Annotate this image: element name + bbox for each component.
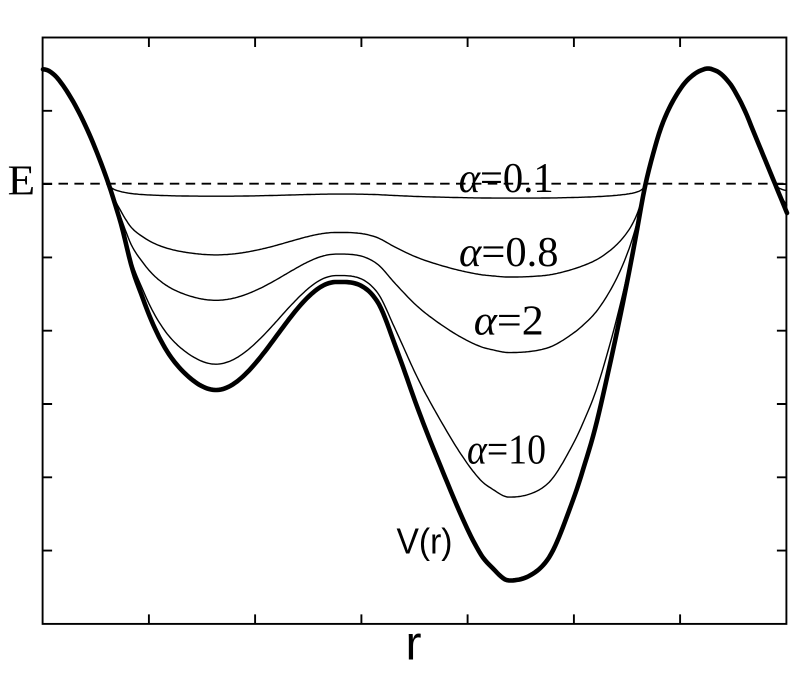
svg-text:α=0.1: α=0.1 (459, 156, 554, 202)
svg-text:E: E (8, 159, 35, 205)
svg-text:α=2: α=2 (474, 299, 544, 345)
svg-text:α=0.8: α=0.8 (459, 230, 559, 276)
svg-text:r: r (406, 618, 422, 671)
svg-text:α=10: α=10 (467, 428, 546, 474)
svg-text:V(r): V(r) (397, 521, 453, 562)
